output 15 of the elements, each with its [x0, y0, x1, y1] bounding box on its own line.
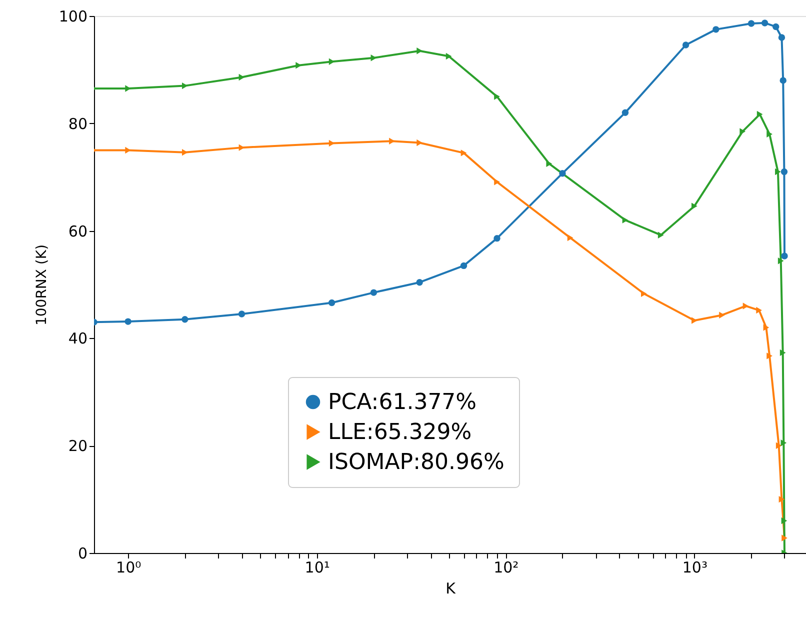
x-tick-label: 10²	[494, 558, 519, 576]
y-tick-label: 100	[58, 8, 88, 26]
x-axis-title: K	[446, 580, 457, 598]
y-axis-title: 100RNX (K)	[34, 244, 50, 326]
y-tick-label: 0	[78, 544, 88, 562]
x-tick-label: 10¹	[304, 558, 330, 576]
x-tick-label: 10⁰	[116, 558, 142, 576]
y-tick-label: 40	[68, 330, 88, 348]
y-tick-label: 80	[68, 114, 88, 133]
legend-label: LLE:65.329%	[328, 420, 472, 445]
x-tick-label: 10³	[682, 558, 708, 576]
legend-label: PCA:61.377%	[328, 390, 477, 415]
y-tick-label: 60	[68, 222, 88, 240]
legend-label: ISOMAP:80.96%	[328, 450, 504, 475]
y-tick-label: 20	[68, 437, 88, 456]
